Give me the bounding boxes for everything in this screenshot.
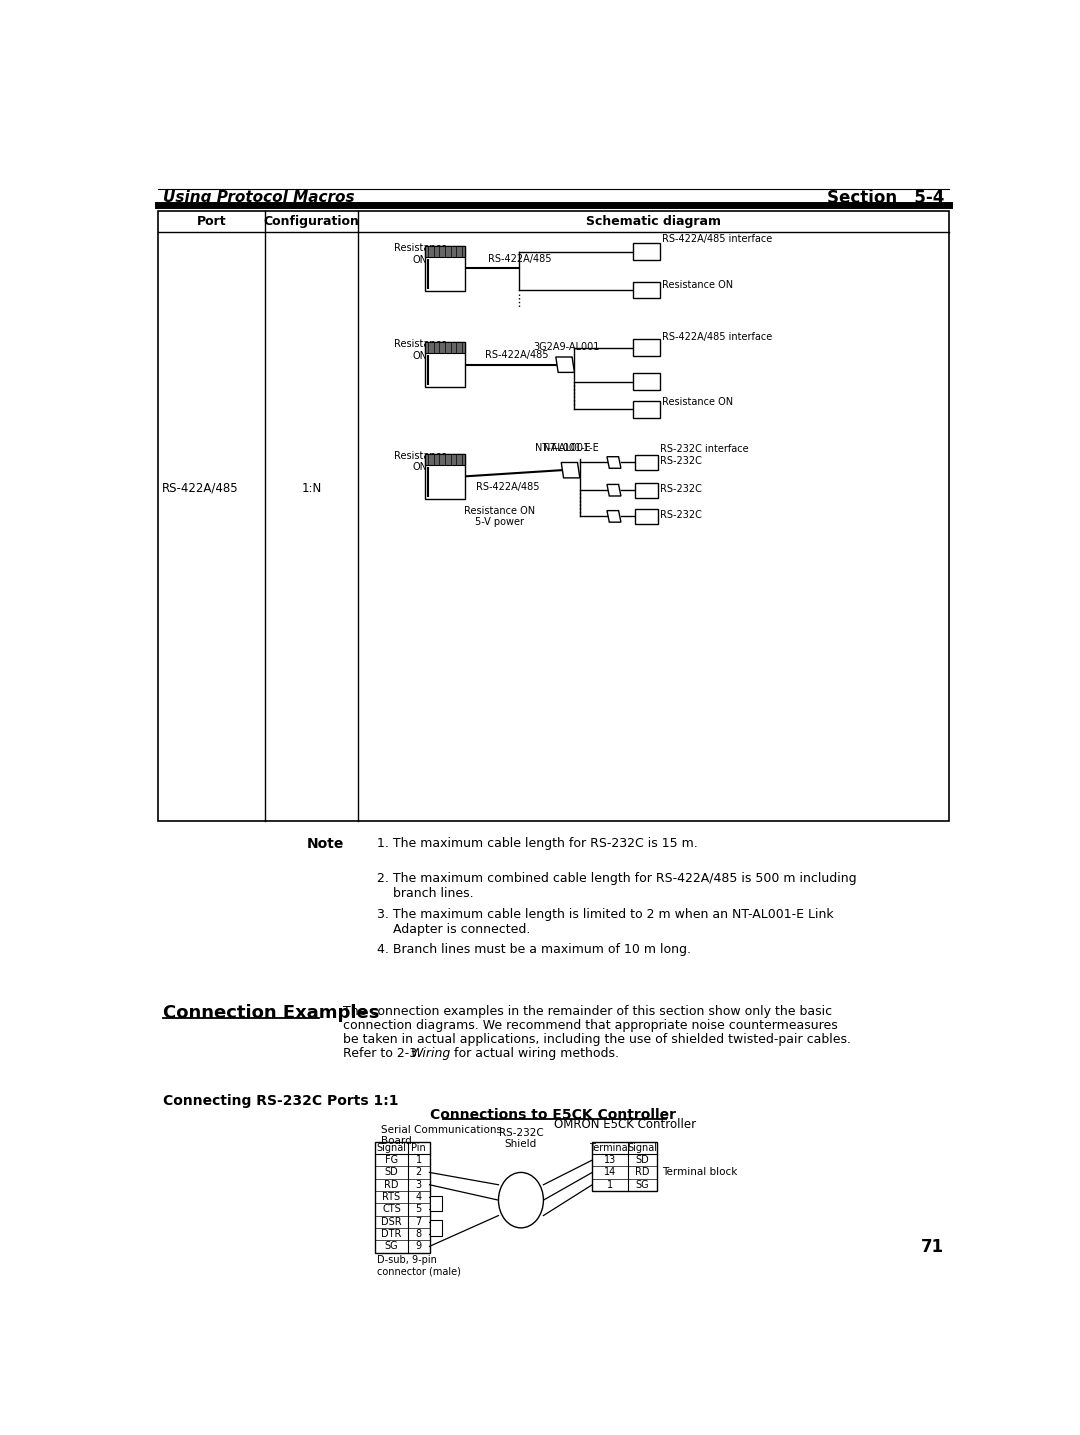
Text: Pin: Pin (411, 1142, 426, 1152)
Bar (375, 1142, 430, 1253)
Text: 4: 4 (416, 1192, 421, 1203)
Text: RS-422A/485: RS-422A/485 (488, 254, 551, 264)
Text: Resistance
ON: Resistance ON (394, 339, 447, 360)
Text: 3G2A9-AL001: 3G2A9-AL001 (534, 342, 599, 352)
Text: 5: 5 (416, 1204, 422, 1214)
Text: Resistance ON: Resistance ON (662, 396, 733, 406)
Text: 1. The maximum cable length for RS-232C is 15 m.: 1. The maximum cable length for RS-232C … (377, 837, 698, 850)
Bar (424, 247, 465, 291)
Text: 71: 71 (921, 1237, 944, 1256)
Text: Refer to 2-3: Refer to 2-3 (342, 1048, 421, 1060)
Text: RD: RD (384, 1180, 399, 1190)
Text: RS-422A/485: RS-422A/485 (162, 482, 239, 495)
Text: DSR: DSR (381, 1217, 402, 1227)
Text: 4. Branch lines must be a maximum of 10 m long.: 4. Branch lines must be a maximum of 10 … (377, 943, 691, 956)
Text: D-sub, 9-pin
connector (male): D-sub, 9-pin connector (male) (377, 1254, 461, 1276)
Text: RS-422A/485 interface: RS-422A/485 interface (662, 333, 772, 343)
Polygon shape (607, 511, 621, 522)
Text: 1:N: 1:N (301, 482, 322, 495)
Polygon shape (607, 485, 621, 497)
Text: The connection examples in the remainder of this section show only the basic: The connection examples in the remainder… (342, 1006, 832, 1019)
Text: RS-422A/485: RS-422A/485 (476, 482, 540, 492)
Text: 8: 8 (416, 1228, 421, 1238)
Text: 13: 13 (604, 1155, 617, 1165)
Text: Serial Communications
Board: Serial Communications Board (381, 1125, 502, 1147)
Text: FG: FG (384, 1155, 399, 1165)
Text: 2. The maximum combined cable length for RS-422A/485 is 500 m including
    bran: 2. The maximum combined cable length for… (377, 872, 856, 900)
Text: Signal: Signal (377, 1142, 406, 1152)
Bar (635, 455, 658, 471)
Text: 1: 1 (607, 1180, 613, 1190)
Text: RS-422A/485 interface: RS-422A/485 interface (662, 234, 772, 244)
Text: RS-232C interface: RS-232C interface (661, 443, 750, 453)
Text: 3: 3 (416, 1180, 421, 1190)
Text: RS-232C: RS-232C (661, 456, 702, 466)
Text: 14: 14 (604, 1168, 617, 1178)
Bar (635, 482, 658, 498)
Text: SD: SD (384, 1168, 399, 1178)
Bar (635, 508, 658, 524)
Text: SG: SG (384, 1241, 399, 1251)
Text: RS-232C: RS-232C (661, 509, 702, 519)
Text: Port: Port (197, 215, 227, 228)
Text: be taken in actual applications, including the use of shielded twisted-pair cabl: be taken in actual applications, includi… (342, 1033, 851, 1046)
Text: Resistance ON: Resistance ON (662, 280, 733, 290)
Text: 1: 1 (416, 1155, 421, 1165)
Text: Resistance ON
5-V power: Resistance ON 5-V power (463, 505, 535, 527)
Bar (424, 343, 465, 387)
Text: 9: 9 (416, 1241, 421, 1251)
Bar (430, 1220, 442, 1236)
Text: DTR: DTR (381, 1228, 402, 1238)
Text: RTS: RTS (382, 1192, 401, 1203)
Text: 7: 7 (416, 1217, 422, 1227)
Text: Terminal: Terminal (590, 1142, 631, 1152)
Text: connection diagrams. We recommend that appropriate noise countermeasures: connection diagrams. We recommend that a… (342, 1019, 837, 1032)
Text: 3. The maximum cable length is limited to 2 m when an NT-AL001-E Link
    Adapte: 3. The maximum cable length is limited t… (377, 907, 834, 936)
Text: SD: SD (636, 1155, 649, 1165)
Bar (633, 373, 660, 390)
Polygon shape (607, 456, 621, 468)
Text: RD: RD (635, 1168, 650, 1178)
Text: 2: 2 (416, 1168, 422, 1178)
Text: Schematic diagram: Schematic diagram (586, 215, 721, 228)
Bar (424, 453, 465, 465)
Bar (424, 453, 465, 499)
Text: Connection Examples: Connection Examples (163, 1004, 379, 1022)
Text: RS-422A/485: RS-422A/485 (485, 350, 549, 360)
Text: Connections to E5CK Controller: Connections to E5CK Controller (431, 1108, 676, 1122)
Text: NT-AL001-E: NT-AL001-E (543, 443, 599, 453)
Polygon shape (562, 462, 580, 478)
Text: NT-AL001-E: NT-AL001-E (535, 443, 591, 453)
Bar (430, 1195, 442, 1211)
Text: Terminal block: Terminal block (662, 1168, 738, 1178)
Bar (424, 343, 465, 353)
Text: RS-232C: RS-232C (661, 484, 702, 494)
Text: Section   5-4: Section 5-4 (826, 188, 944, 207)
Bar (633, 281, 660, 298)
Text: Connecting RS-232C Ports 1:1: Connecting RS-232C Ports 1:1 (163, 1093, 399, 1108)
Text: Wiring: Wiring (410, 1048, 451, 1060)
Ellipse shape (499, 1172, 543, 1228)
Bar (424, 247, 465, 257)
Text: Configuration: Configuration (264, 215, 360, 228)
Text: for actual wiring methods.: for actual wiring methods. (449, 1048, 619, 1060)
Text: CTS: CTS (382, 1204, 401, 1214)
Text: RS-232C
Shield: RS-232C Shield (499, 1128, 543, 1149)
Text: Resistance
ON: Resistance ON (394, 451, 447, 472)
Polygon shape (556, 357, 575, 373)
Bar (633, 400, 660, 418)
Bar (159, 211, 948, 821)
Text: Using Protocol Macros: Using Protocol Macros (163, 189, 354, 205)
Text: Note: Note (307, 837, 345, 851)
Bar (592, 1142, 658, 1191)
Text: Signal: Signal (627, 1142, 658, 1152)
Text: Resistance
ON: Resistance ON (394, 243, 447, 264)
Text: OMRON E5CK Controller: OMRON E5CK Controller (554, 1118, 696, 1131)
Bar (633, 339, 660, 356)
Bar (633, 243, 660, 260)
Text: SG: SG (636, 1180, 649, 1190)
